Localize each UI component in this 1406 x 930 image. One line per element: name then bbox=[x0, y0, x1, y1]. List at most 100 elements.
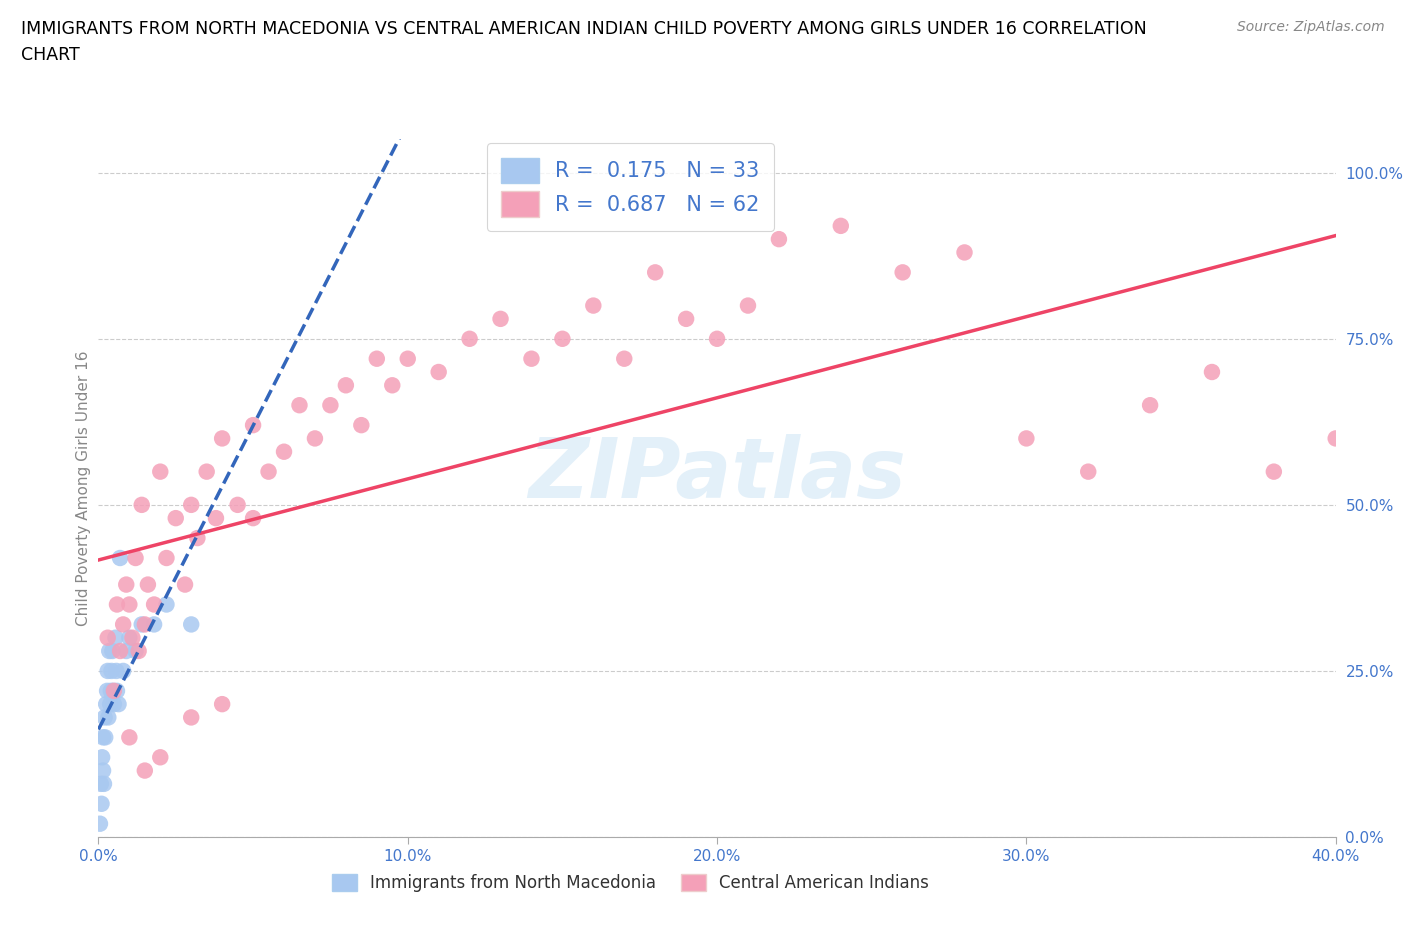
Point bbox=[97, 710, 120, 724]
Text: CHART: CHART bbox=[21, 46, 80, 64]
Point bbox=[350, 418, 373, 432]
Legend: Immigrants from North Macedonia, Central American Indians: Immigrants from North Macedonia, Central… bbox=[325, 867, 936, 898]
Point bbox=[174, 578, 197, 592]
Point bbox=[396, 352, 419, 366]
Point bbox=[97, 663, 120, 678]
Point bbox=[112, 663, 135, 678]
Point bbox=[180, 710, 202, 724]
Point bbox=[186, 531, 208, 546]
Point bbox=[226, 498, 249, 512]
Point bbox=[108, 551, 131, 565]
Point bbox=[304, 431, 326, 445]
Point bbox=[105, 684, 128, 698]
Point bbox=[131, 498, 153, 512]
Point bbox=[319, 398, 342, 413]
Point bbox=[105, 663, 128, 678]
Point bbox=[105, 597, 128, 612]
Point bbox=[155, 551, 177, 565]
Point bbox=[1139, 398, 1161, 413]
Point bbox=[91, 730, 114, 745]
Point bbox=[195, 464, 218, 479]
Point bbox=[489, 312, 512, 326]
Point bbox=[211, 697, 233, 711]
Point bbox=[115, 578, 138, 592]
Point bbox=[93, 710, 115, 724]
Point bbox=[121, 631, 143, 645]
Text: ZIPatlas: ZIPatlas bbox=[529, 433, 905, 515]
Point bbox=[134, 764, 156, 778]
Point bbox=[96, 684, 118, 698]
Point bbox=[90, 796, 112, 811]
Text: Source: ZipAtlas.com: Source: ZipAtlas.com bbox=[1237, 20, 1385, 34]
Point bbox=[1077, 464, 1099, 479]
Point bbox=[706, 331, 728, 346]
Point bbox=[180, 617, 202, 631]
Point bbox=[953, 245, 976, 259]
Point bbox=[1015, 431, 1038, 445]
Point bbox=[613, 352, 636, 366]
Point bbox=[90, 777, 112, 791]
Point bbox=[100, 684, 122, 698]
Point bbox=[242, 511, 264, 525]
Point bbox=[112, 617, 135, 631]
Point bbox=[458, 331, 481, 346]
Point bbox=[273, 445, 295, 459]
Point bbox=[136, 578, 159, 592]
Point bbox=[165, 511, 187, 525]
Point bbox=[143, 617, 166, 631]
Point bbox=[335, 378, 357, 392]
Point bbox=[149, 464, 172, 479]
Point bbox=[98, 644, 121, 658]
Point bbox=[155, 597, 177, 612]
Point bbox=[103, 697, 125, 711]
Point bbox=[134, 617, 156, 631]
Point bbox=[91, 764, 114, 778]
Point bbox=[118, 597, 141, 612]
Point bbox=[118, 631, 141, 645]
Point bbox=[128, 644, 150, 658]
Point bbox=[94, 730, 117, 745]
Point bbox=[103, 684, 125, 698]
Point bbox=[97, 631, 120, 645]
Point bbox=[124, 644, 146, 658]
Point bbox=[381, 378, 404, 392]
Point bbox=[644, 265, 666, 280]
Text: IMMIGRANTS FROM NORTH MACEDONIA VS CENTRAL AMERICAN INDIAN CHILD POVERTY AMONG G: IMMIGRANTS FROM NORTH MACEDONIA VS CENTR… bbox=[21, 20, 1147, 38]
Point bbox=[366, 352, 388, 366]
Point bbox=[96, 697, 118, 711]
Point bbox=[124, 551, 146, 565]
Point bbox=[1201, 365, 1223, 379]
Point bbox=[768, 232, 790, 246]
Point bbox=[180, 498, 202, 512]
Point bbox=[830, 219, 852, 233]
Point bbox=[520, 352, 543, 366]
Point bbox=[149, 750, 172, 764]
Point bbox=[737, 299, 759, 313]
Point bbox=[427, 365, 450, 379]
Point bbox=[101, 644, 124, 658]
Point bbox=[115, 644, 138, 658]
Point bbox=[93, 777, 115, 791]
Point bbox=[551, 331, 574, 346]
Point bbox=[257, 464, 280, 479]
Point bbox=[242, 418, 264, 432]
Point bbox=[891, 265, 914, 280]
Point bbox=[582, 299, 605, 313]
Point bbox=[211, 431, 233, 445]
Point bbox=[288, 398, 311, 413]
Point bbox=[104, 631, 127, 645]
Point bbox=[100, 663, 122, 678]
Point bbox=[675, 312, 697, 326]
Point bbox=[131, 617, 153, 631]
Point bbox=[91, 750, 114, 764]
Point bbox=[205, 511, 228, 525]
Point bbox=[108, 644, 131, 658]
Y-axis label: Child Poverty Among Girls Under 16: Child Poverty Among Girls Under 16 bbox=[76, 351, 91, 626]
Point bbox=[118, 730, 141, 745]
Point bbox=[103, 684, 125, 698]
Point bbox=[107, 697, 129, 711]
Point bbox=[1324, 431, 1347, 445]
Point bbox=[143, 597, 166, 612]
Point bbox=[98, 697, 121, 711]
Point bbox=[1263, 464, 1285, 479]
